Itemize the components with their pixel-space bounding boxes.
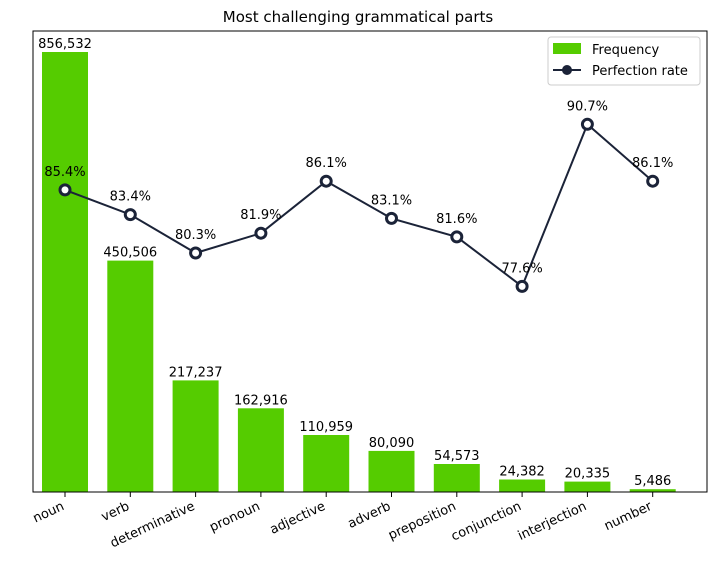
- bar-adverb: [368, 450, 415, 492]
- bar-value-label: 54,573: [434, 449, 480, 464]
- legend: Frequency Perfection rate: [547, 36, 701, 86]
- rate-value-label: 83.1%: [371, 193, 412, 208]
- rate-line-layer: [58, 117, 660, 293]
- rate-point-interjection: [580, 117, 594, 131]
- rate-labels-layer: 85.4% 83.4% 80.3% 81.9% 86.1% 83.1% 81.6% 77.6%…: [44, 99, 673, 276]
- rate-value-label: 86.1%: [632, 156, 673, 171]
- bar-noun: [42, 52, 88, 492]
- legend-frequency-label: Frequency: [592, 43, 659, 58]
- rate-value-label: 90.7%: [567, 99, 608, 114]
- x-tick-label: conjunction: [449, 499, 524, 544]
- rate-point-adverb: [385, 211, 398, 225]
- rate-value-label: 85.4%: [44, 165, 85, 180]
- bar-determinative: [172, 380, 219, 492]
- bar-value-label: 162,916: [234, 393, 288, 408]
- bar-adjective: [303, 435, 350, 492]
- x-tick-label: noun: [31, 499, 67, 526]
- bar-number: [629, 489, 676, 492]
- rate-value-label: 77.6%: [501, 261, 542, 276]
- x-tick-label: adverb: [346, 499, 394, 532]
- legend-rate-marker: [562, 65, 572, 75]
- bar-value-label: 80,090: [369, 436, 415, 451]
- rate-point-determinative: [189, 246, 203, 260]
- rate-point-preposition: [450, 230, 464, 244]
- bar-preposition: [433, 464, 480, 492]
- x-tick-label: pronoun: [207, 499, 262, 535]
- rate-point-verb: [123, 208, 137, 222]
- bar-value-label: 217,237: [169, 365, 223, 380]
- x-tick-label: number: [602, 499, 655, 534]
- rate-point-number: [646, 174, 660, 188]
- bar-conjunction: [499, 479, 546, 492]
- rate-point-conjunction: [515, 279, 529, 293]
- legend-frequency-swatch: [553, 43, 581, 54]
- x-tick-label: interjection: [516, 499, 589, 544]
- rate-value-label: 80.3%: [175, 228, 216, 243]
- rate-line: [64, 122, 654, 288]
- rate-value-label: 86.1%: [306, 156, 347, 171]
- rate-value-label: 83.4%: [110, 190, 151, 205]
- bar-labels-layer: 856,532 450,506 217,237 162,916 110,959 80,09…: [38, 37, 671, 489]
- x-tick-label: verb: [99, 499, 132, 525]
- rate-value-label: 81.6%: [436, 212, 477, 227]
- bar-value-label: 450,506: [103, 246, 157, 261]
- x-tick-label: preposition: [386, 499, 458, 543]
- rate-point-noun: [58, 183, 72, 197]
- plot-frame: [32, 30, 708, 493]
- chart-title: Most challenging grammatical parts: [223, 8, 494, 26]
- bars-layer: [42, 52, 676, 492]
- bar-value-label: 856,532: [38, 37, 92, 52]
- bar-value-label: 20,335: [565, 467, 611, 482]
- legend-frame: [547, 36, 701, 86]
- rate-value-label: 81.9%: [240, 208, 281, 223]
- bar-value-label: 5,486: [634, 474, 671, 489]
- rate-point-adjective: [319, 174, 333, 188]
- rate-point-pronoun: [254, 226, 268, 240]
- bar-value-label: 24,382: [499, 465, 545, 480]
- bar-value-label: 110,959: [299, 420, 353, 435]
- legend-rate-label: Perfection rate: [592, 64, 688, 79]
- bar-pronoun: [237, 408, 284, 492]
- bar-verb: [107, 260, 154, 492]
- bar-interjection: [564, 481, 611, 492]
- x-tick-label: adjective: [268, 499, 328, 538]
